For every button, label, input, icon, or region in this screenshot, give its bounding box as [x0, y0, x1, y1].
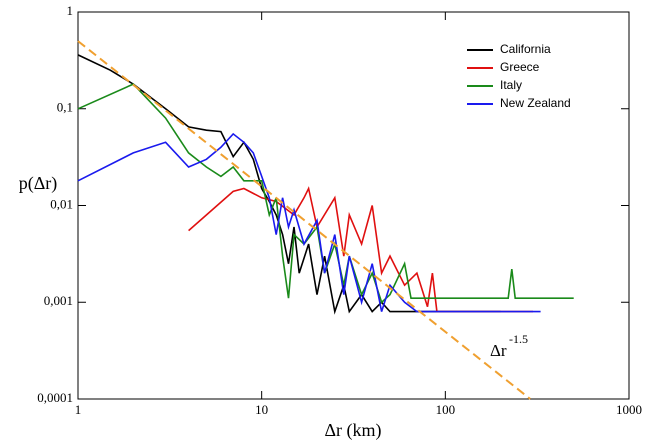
fit-line — [77, 40, 531, 400]
x-tick-label: 100 — [436, 402, 456, 417]
x-tick-label: 10 — [255, 402, 268, 417]
legend-label: New Zealand — [500, 96, 571, 110]
legend-label: California — [500, 42, 551, 56]
legend-label: Italy — [500, 78, 522, 92]
series-line — [77, 83, 574, 304]
series-line — [77, 54, 501, 315]
plot-frame — [77, 11, 630, 400]
legend-label: Greece — [500, 60, 540, 74]
annotation-superscript: -1.5 — [509, 332, 528, 346]
y-tick-label: 0,0001 — [37, 390, 73, 405]
y-tick-label: 1 — [67, 3, 74, 18]
y-tick-label: 0,001 — [44, 293, 73, 308]
x-tick-label: 1000 — [616, 402, 642, 417]
series-line — [77, 132, 541, 313]
series-line — [188, 186, 533, 313]
x-axis-label: Δr (km) — [324, 420, 381, 441]
y-tick-label: 0,1 — [57, 100, 73, 115]
annotation: Δr — [490, 341, 507, 360]
x-tick-label: 1 — [75, 402, 82, 417]
y-axis-label: p(Δr) — [19, 173, 58, 194]
y-tick-label: 0,01 — [50, 196, 73, 211]
